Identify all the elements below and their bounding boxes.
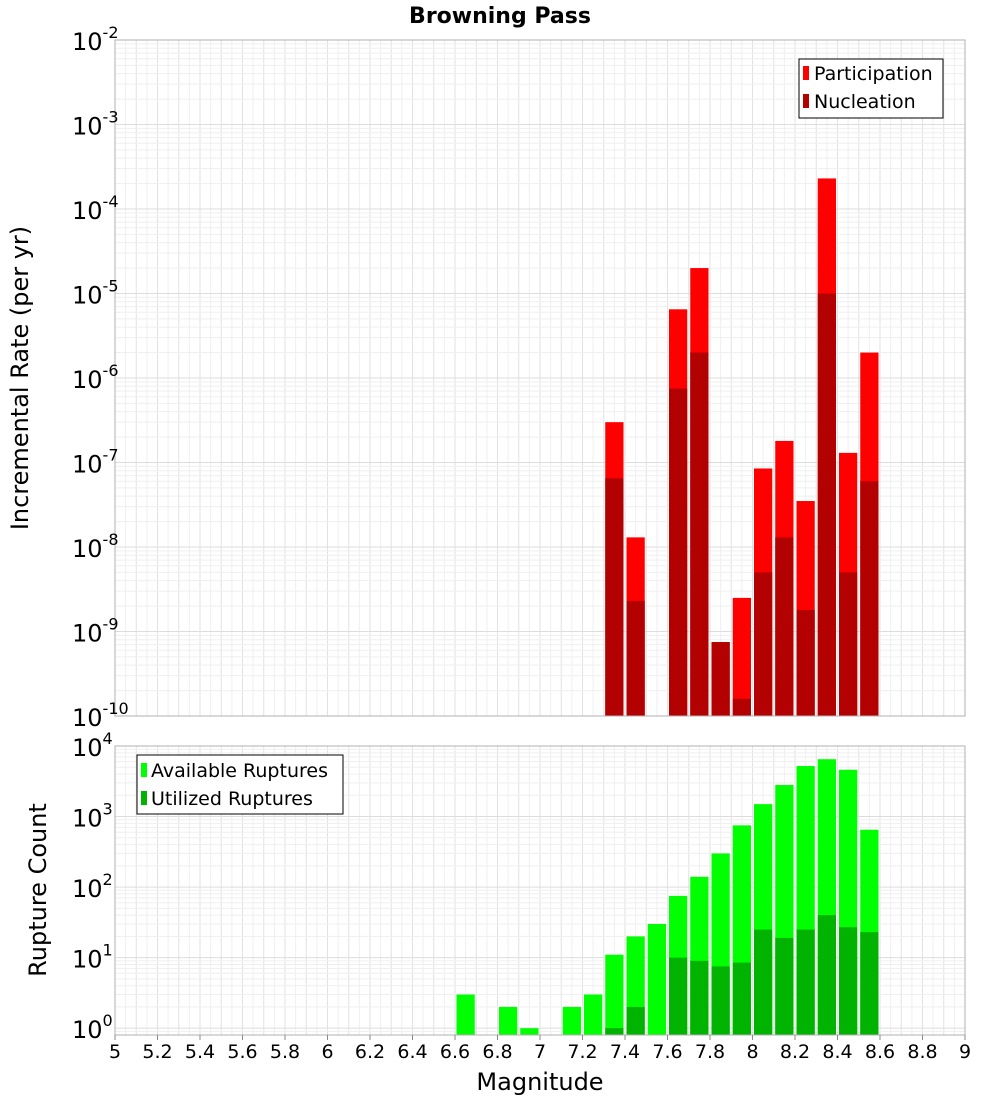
x-tick-label: 6.6 (440, 1041, 470, 1063)
bar-available-ruptures (647, 923, 666, 1035)
x-tick-label: 9 (959, 1041, 971, 1063)
x-tick-label: 7 (534, 1041, 546, 1063)
x-tick-label: 8 (746, 1041, 758, 1063)
x-tick-label: 6.2 (355, 1041, 385, 1063)
bar-nucleation (626, 600, 645, 716)
legend-swatch-utilized (141, 791, 147, 805)
y-tick-label: 101 (72, 941, 113, 974)
legend-swatch-available (141, 763, 147, 777)
bar-participation (732, 597, 751, 716)
y-tick-label: 10-5 (72, 277, 119, 310)
x-tick-label: 7.2 (567, 1041, 597, 1063)
chart-title: Browning Pass (409, 4, 591, 29)
x-tick-labels: 5 5.2 5.4 5.6 5.8 6 6.2 6.4 6.6 6.8 7 7.2 7.4 7.6 7.8 8… (109, 1035, 971, 1063)
top-legend: Participation Nucleation (798, 58, 944, 119)
x-tick-label: 5.4 (185, 1041, 215, 1063)
bar-utilized-ruptures (626, 1006, 645, 1035)
bar-available-ruptures (562, 1006, 581, 1035)
y-tick-label: 102 (72, 870, 113, 903)
bar-nucleation (732, 698, 751, 716)
participation-rate-panel: 10-10 10-9 10-8 10-7 10-6 10-5 10-4 10-3 10-2 In… (6, 23, 966, 732)
rupture-count-panel: 100 101 102 103 104 5 5.2 5.4 5.6 5.8 6 6.2 6.4 6.6 6… (24, 729, 971, 1096)
bar-utilized-ruptures (732, 962, 751, 1035)
y-tick-label: 103 (72, 800, 113, 833)
legend-label-available: Available Ruptures (151, 760, 328, 782)
bar-nucleation (817, 293, 836, 716)
y-tick-label: 10-9 (72, 615, 119, 648)
bottom-legend: Available Ruptures Utilized Ruptures (136, 754, 344, 815)
y-tick-label: 10-7 (72, 446, 119, 479)
bottom-y-axis-label: Rupture Count (24, 803, 52, 977)
bar-nucleation (775, 537, 794, 716)
x-tick-label: 6 (321, 1041, 333, 1063)
y-tick-label: 10-3 (72, 108, 119, 141)
top-plot-frame (114, 39, 966, 717)
bar-nucleation (754, 572, 773, 716)
x-tick-label: 8.4 (822, 1041, 852, 1063)
bar-nucleation (711, 642, 730, 716)
x-tick-label: 8.6 (865, 1041, 895, 1063)
top-gridlines (114, 39, 966, 717)
bar-utilized-ruptures (754, 929, 773, 1035)
x-tick-label: 5.8 (270, 1041, 300, 1063)
x-axis-label: Magnitude (476, 1068, 603, 1096)
bar-nucleation (796, 609, 815, 716)
y-tick-label: 10-10 (72, 699, 129, 732)
bar-nucleation (605, 478, 624, 716)
x-tick-label: 5 (109, 1041, 121, 1063)
bar-available-ruptures (499, 1006, 518, 1035)
x-tick-label: 7.4 (610, 1041, 640, 1063)
x-tick-label: 5.6 (227, 1041, 257, 1063)
bar-utilized-ruptures (605, 1028, 624, 1035)
y-tick-label: 104 (72, 729, 113, 762)
bar-available-ruptures (456, 994, 475, 1035)
y-tick-label: 10-4 (72, 192, 119, 225)
bottom-bars (456, 759, 879, 1035)
top-legend-box (798, 58, 944, 119)
y-tick-label: 100 (72, 1011, 113, 1044)
bar-utilized-ruptures (839, 927, 858, 1035)
x-tick-label: 6.4 (397, 1041, 427, 1063)
bar-available-ruptures (584, 994, 603, 1035)
top-y-tick-labels: 10-10 10-9 10-8 10-7 10-6 10-5 10-4 10-3 10-2 (72, 23, 129, 732)
x-tick-label: 5.2 (142, 1041, 172, 1063)
x-tick-label: 8.8 (907, 1041, 937, 1063)
x-tick-label: 6.8 (482, 1041, 512, 1063)
legend-swatch-participation (803, 66, 809, 80)
bar-utilized-ruptures (817, 915, 836, 1035)
bar-utilized-ruptures (711, 966, 730, 1035)
top-bars (605, 178, 879, 717)
y-tick-label: 10-6 (72, 361, 119, 394)
bar-available-ruptures (605, 954, 624, 1035)
y-tick-label: 10-2 (72, 23, 119, 56)
bar-nucleation (690, 352, 709, 716)
legend-swatch-nucleation (803, 94, 809, 108)
top-y-axis-label: Incremental Rate (per yr) (6, 226, 34, 530)
bottom-legend-box (136, 754, 344, 815)
y-tick-label: 10-8 (72, 530, 119, 563)
legend-label-participation: Participation (814, 63, 933, 85)
bar-nucleation (669, 388, 688, 716)
bar-utilized-ruptures (796, 929, 815, 1035)
legend-label-nucleation: Nucleation (814, 91, 916, 113)
x-tick-label: 7.8 (695, 1041, 725, 1063)
bar-available-ruptures (520, 1028, 539, 1035)
x-tick-label: 8.2 (780, 1041, 810, 1063)
legend-label-utilized: Utilized Ruptures (151, 788, 313, 810)
bar-utilized-ruptures (775, 937, 794, 1035)
bar-nucleation (860, 481, 879, 716)
bar-utilized-ruptures (860, 932, 879, 1035)
bar-utilized-ruptures (690, 960, 709, 1035)
bar-utilized-ruptures (669, 957, 688, 1035)
bottom-y-tick-labels: 100 101 102 103 104 (72, 729, 113, 1044)
bar-nucleation (839, 572, 858, 716)
x-tick-label: 7.6 (652, 1041, 682, 1063)
